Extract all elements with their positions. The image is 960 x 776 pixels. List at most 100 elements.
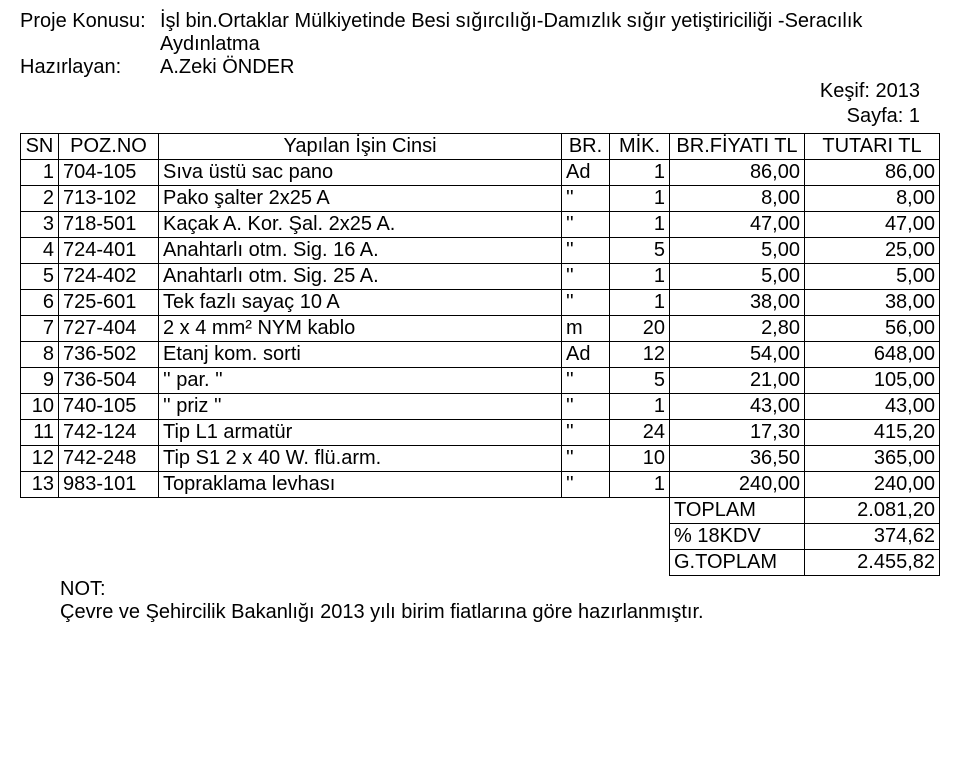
subject-label: Proje Konusu: xyxy=(20,10,160,33)
cell-br: '' xyxy=(562,368,610,394)
sayfa-text: Sayfa: 1 xyxy=(20,104,920,129)
cell-mik: 20 xyxy=(610,316,670,342)
cell-poz: 718-501 xyxy=(59,212,159,238)
cell-tu: 43,00 xyxy=(805,394,940,420)
cell-mik: 5 xyxy=(610,368,670,394)
cell-mik: 1 xyxy=(610,264,670,290)
cell-cin: Pako şalter 2x25 A xyxy=(159,186,562,212)
cell-cin: Anahtarlı otm. Sig. 16 A. xyxy=(159,238,562,264)
cell-poz: 742-124 xyxy=(59,420,159,446)
cell-br: '' xyxy=(562,472,610,498)
note-block: NOT: Çevre ve Şehircilik Bakanlığı 2013 … xyxy=(20,578,940,624)
cell-poz: 727-404 xyxy=(59,316,159,342)
cell-tu: 8,00 xyxy=(805,186,940,212)
col-cinsi: Yapılan İşin Cinsi xyxy=(159,134,562,160)
subject-value: İşl bin.Ortaklar Mülkiyetinde Besi sığır… xyxy=(160,10,940,56)
cell-cin: Tip S1 2 x 40 W. flü.arm. xyxy=(159,446,562,472)
cell-br: Ad xyxy=(562,160,610,186)
cell-sn: 5 xyxy=(21,264,59,290)
table-row: 10740-105 '' priz ''''143,0043,00 xyxy=(21,394,940,420)
cell-poz: 736-504 xyxy=(59,368,159,394)
cell-tu: 47,00 xyxy=(805,212,940,238)
cell-sn: 7 xyxy=(21,316,59,342)
cell-br: '' xyxy=(562,420,610,446)
col-tutar: TUTARI TL xyxy=(805,134,940,160)
cell-sn: 10 xyxy=(21,394,59,420)
cell-poz: 740-105 xyxy=(59,394,159,420)
note-text: Çevre ve Şehircilik Bakanlığı 2013 yılı … xyxy=(60,601,940,624)
table-row: 7727-4042 x 4 mm² NYM kablom202,8056,00 xyxy=(21,316,940,342)
table-row: 12742-248Tip S1 2 x 40 W. flü.arm.''1036… xyxy=(21,446,940,472)
table-header-row: SN POZ.NO Yapılan İşin Cinsi BR. MİK. BR… xyxy=(21,134,940,160)
cell-fi: 8,00 xyxy=(670,186,805,212)
cell-br: Ad xyxy=(562,342,610,368)
cell-br: '' xyxy=(562,446,610,472)
cell-br: '' xyxy=(562,238,610,264)
cost-table: SN POZ.NO Yapılan İşin Cinsi BR. MİK. BR… xyxy=(20,133,940,576)
table-row: 8736-502Etanj kom. sortiAd1254,00648,00 xyxy=(21,342,940,368)
totals-row: % 18KDV374,62 xyxy=(21,524,940,550)
cell-fi: 17,30 xyxy=(670,420,805,446)
cell-tu: 415,20 xyxy=(805,420,940,446)
cell-br: '' xyxy=(562,264,610,290)
cell-poz: 742-248 xyxy=(59,446,159,472)
table-row: 2713-102Pako şalter 2x25 A''18,008,00 xyxy=(21,186,940,212)
cell-mik: 1 xyxy=(610,186,670,212)
cell-tu: 5,00 xyxy=(805,264,940,290)
table-row: 6725-601Tek fazlı sayaç 10 A''138,0038,0… xyxy=(21,290,940,316)
totals-label: TOPLAM xyxy=(670,498,805,524)
cell-mik: 1 xyxy=(610,290,670,316)
prepared-row: Hazırlayan: A.Zeki ÖNDER xyxy=(20,56,940,79)
cell-poz: 736-502 xyxy=(59,342,159,368)
cell-cin: '' par. '' xyxy=(159,368,562,394)
cell-mik: 24 xyxy=(610,420,670,446)
cell-fi: 240,00 xyxy=(670,472,805,498)
table-row: 11742-124Tip L1 armatür''2417,30415,20 xyxy=(21,420,940,446)
col-sn: SN xyxy=(21,134,59,160)
totals-row: TOPLAM2.081,20 xyxy=(21,498,940,524)
cell-mik: 5 xyxy=(610,238,670,264)
note-label: NOT: xyxy=(60,578,940,601)
table-row: 9736-504 '' par. ''''521,00105,00 xyxy=(21,368,940,394)
cell-fi: 47,00 xyxy=(670,212,805,238)
cell-poz: 983-101 xyxy=(59,472,159,498)
prepared-value: A.Zeki ÖNDER xyxy=(160,56,940,79)
cell-cin: 2 x 4 mm² NYM kablo xyxy=(159,316,562,342)
subject-row: Proje Konusu: İşl bin.Ortaklar Mülkiyeti… xyxy=(20,10,940,56)
cell-sn: 13 xyxy=(21,472,59,498)
cell-tu: 240,00 xyxy=(805,472,940,498)
totals-label: G.TOPLAM xyxy=(670,550,805,576)
table-row: 4724-401Anahtarlı otm. Sig. 16 A.''55,00… xyxy=(21,238,940,264)
cell-fi: 21,00 xyxy=(670,368,805,394)
cell-sn: 2 xyxy=(21,186,59,212)
meta-right: Keşif: 2013 Sayfa: 1 xyxy=(20,79,940,129)
cell-fi: 5,00 xyxy=(670,264,805,290)
cell-fi: 43,00 xyxy=(670,394,805,420)
cell-sn: 4 xyxy=(21,238,59,264)
cell-cin: Kaçak A. Kor. Şal. 2x25 A. xyxy=(159,212,562,238)
cell-cin: Tek fazlı sayaç 10 A xyxy=(159,290,562,316)
cell-tu: 105,00 xyxy=(805,368,940,394)
cell-cin: Etanj kom. sorti xyxy=(159,342,562,368)
cell-fi: 38,00 xyxy=(670,290,805,316)
cell-mik: 12 xyxy=(610,342,670,368)
cell-sn: 3 xyxy=(21,212,59,238)
cell-tu: 86,00 xyxy=(805,160,940,186)
cell-cin: Tip L1 armatür xyxy=(159,420,562,446)
cell-sn: 1 xyxy=(21,160,59,186)
cell-br: '' xyxy=(562,212,610,238)
totals-value: 374,62 xyxy=(805,524,940,550)
col-fiyat: BR.FİYATI TL xyxy=(670,134,805,160)
totals-value: 2.081,20 xyxy=(805,498,940,524)
cell-fi: 54,00 xyxy=(670,342,805,368)
cell-poz: 725-601 xyxy=(59,290,159,316)
table-row: 3718-501Kaçak A. Kor. Şal. 2x25 A.''147,… xyxy=(21,212,940,238)
totals-value: 2.455,82 xyxy=(805,550,940,576)
cell-sn: 6 xyxy=(21,290,59,316)
cell-fi: 36,50 xyxy=(670,446,805,472)
cell-br: '' xyxy=(562,290,610,316)
cell-tu: 25,00 xyxy=(805,238,940,264)
table-row: 5724-402Anahtarlı otm. Sig. 25 A.''15,00… xyxy=(21,264,940,290)
cell-tu: 38,00 xyxy=(805,290,940,316)
cell-mik: 10 xyxy=(610,446,670,472)
